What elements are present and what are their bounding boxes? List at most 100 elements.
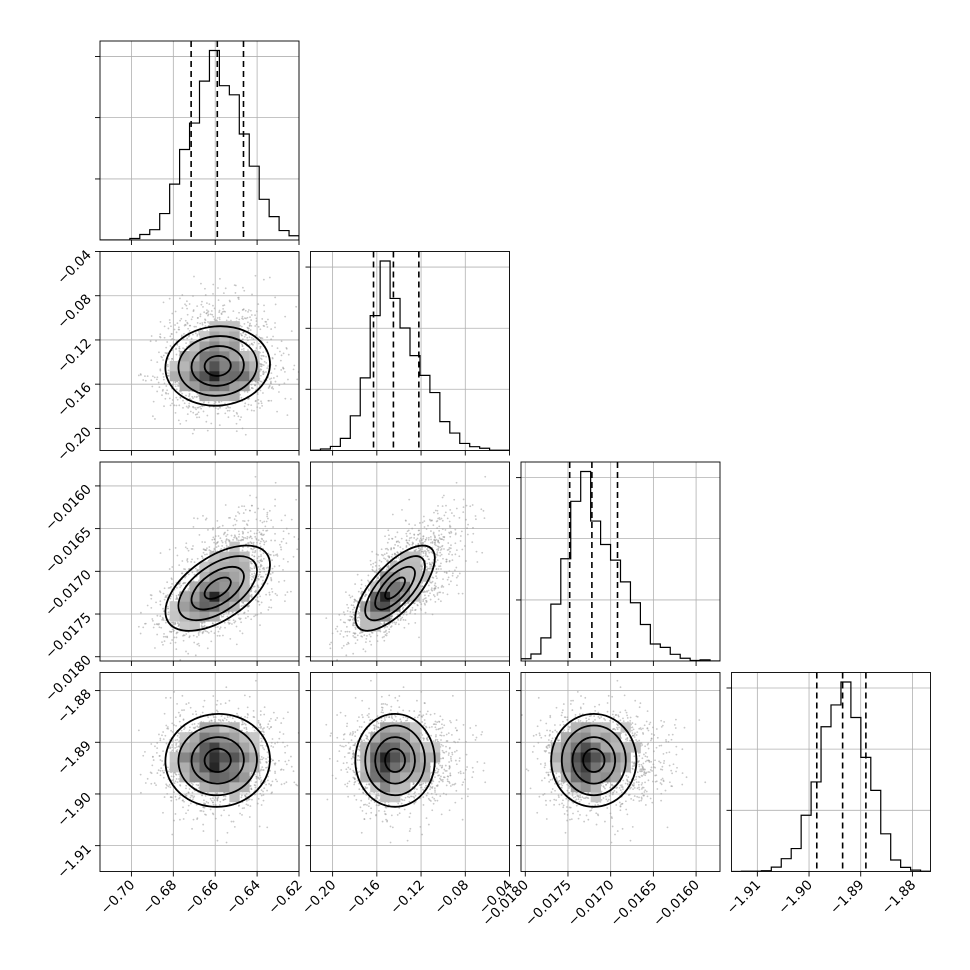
- sample-point: [256, 393, 259, 396]
- sample-point: [196, 416, 198, 419]
- sample-point: [250, 404, 253, 407]
- sample-point: [186, 322, 189, 325]
- sample-point: [210, 310, 213, 312]
- sample-point: [162, 376, 165, 378]
- sample-point: [424, 550, 426, 552]
- sample-point: [179, 422, 182, 425]
- density-cell: [219, 380, 230, 392]
- density-cell: [229, 370, 240, 382]
- density-cell: [219, 390, 230, 402]
- sample-point: [171, 628, 174, 631]
- sample-point: [442, 578, 444, 580]
- sample-point: [414, 621, 417, 624]
- sample-point: [256, 584, 259, 587]
- sample-point: [246, 408, 249, 411]
- density-cell: [229, 390, 240, 402]
- sample-point: [241, 345, 244, 347]
- sample-point: [260, 555, 262, 558]
- sample-point: [274, 498, 277, 501]
- sample-point: [180, 317, 183, 320]
- sample-point: [185, 304, 188, 307]
- sample-point: [433, 534, 436, 537]
- sample-point: [170, 338, 172, 341]
- density-cell: [199, 390, 210, 402]
- sample-point: [174, 324, 176, 326]
- sample-point: [192, 397, 194, 400]
- sample-point: [424, 554, 427, 557]
- sample-point: [176, 598, 179, 600]
- sample-point: [444, 511, 447, 514]
- sample-point: [164, 621, 167, 624]
- sample-point: [233, 621, 236, 624]
- sample-point: [386, 625, 389, 628]
- sample-point: [191, 316, 194, 318]
- sample-point: [246, 391, 249, 393]
- sample-point: [242, 531, 245, 534]
- sample-point: [384, 634, 387, 636]
- sample-point: [225, 407, 228, 410]
- sample-point: [274, 505, 276, 507]
- sample-point: [424, 611, 427, 614]
- sample-point: [216, 317, 219, 319]
- sample-point: [185, 394, 187, 397]
- sample-point: [247, 605, 249, 608]
- sample-point: [167, 611, 170, 614]
- sample-point: [237, 539, 240, 542]
- sample-point: [223, 547, 226, 549]
- sample-point: [188, 324, 191, 327]
- sample-point: [252, 585, 255, 588]
- sample-point: [258, 336, 261, 339]
- sample-point: [257, 560, 259, 563]
- sample-point: [215, 542, 217, 545]
- sample-point: [193, 275, 195, 278]
- sample-point: [185, 633, 188, 635]
- sample-point: [422, 542, 425, 545]
- sample-point: [252, 541, 255, 544]
- sample-point: [279, 350, 281, 353]
- sample-point: [175, 339, 178, 342]
- sample-point: [259, 357, 262, 360]
- sample-point: [240, 605, 243, 608]
- sample-point: [408, 537, 411, 540]
- sample-point: [270, 519, 273, 522]
- sample-point: [226, 533, 229, 536]
- density-cell: [229, 380, 240, 392]
- sample-point: [217, 540, 219, 543]
- sample-point: [279, 546, 282, 549]
- sample-point: [260, 537, 263, 540]
- sample-point: [257, 402, 260, 405]
- sample-point: [396, 613, 399, 616]
- sample-point: [253, 615, 255, 618]
- sample-point: [150, 597, 153, 600]
- sample-point: [175, 388, 178, 391]
- sample-point: [205, 420, 208, 423]
- sample-point: [250, 336, 253, 339]
- sample-point: [248, 536, 251, 539]
- sample-point: [171, 566, 174, 568]
- sample-point: [201, 323, 204, 326]
- sample-point: [203, 311, 206, 314]
- sample-point: [167, 358, 170, 360]
- sample-point: [469, 505, 472, 508]
- sample-point: [222, 615, 225, 618]
- histogram-0: [100, 49, 299, 240]
- sample-point: [250, 383, 253, 386]
- sample-point: [158, 590, 161, 593]
- contour-level-2: [177, 555, 258, 622]
- sample-point: [168, 548, 171, 551]
- sample-point: [183, 332, 185, 335]
- sample-point: [357, 610, 359, 613]
- density-cell: [229, 581, 240, 592]
- sample-point: [201, 555, 203, 558]
- sample-point: [181, 392, 184, 395]
- sample-point: [212, 315, 215, 318]
- sample-point: [177, 382, 180, 384]
- sample-point: [162, 388, 164, 391]
- sample-point: [215, 319, 218, 322]
- sample-point: [270, 338, 273, 341]
- sample-point: [242, 519, 244, 522]
- sample-point: [255, 320, 258, 322]
- sample-point: [151, 375, 154, 378]
- sample-point: [175, 347, 177, 350]
- sample-point: [171, 333, 173, 335]
